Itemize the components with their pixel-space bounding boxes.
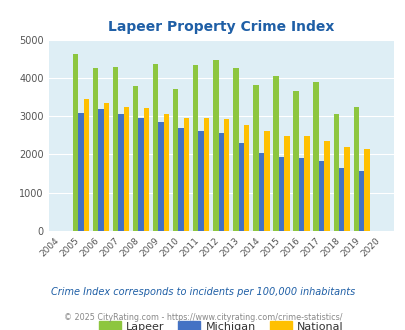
Bar (253, 85, 258, 231)
Bar (213, 60, 218, 231)
Bar (153, 64, 158, 231)
Bar (143, 108, 149, 231)
Text: Crime Index corresponds to incidents per 100,000 inhabitants: Crime Index corresponds to incidents per… (51, 287, 354, 297)
Bar (303, 136, 309, 231)
Bar (324, 141, 329, 231)
Bar (138, 118, 143, 231)
Bar (343, 147, 349, 231)
Bar (158, 122, 163, 231)
Bar (243, 125, 249, 231)
Bar (103, 103, 109, 231)
Legend: Lapeer, Michigan, National: Lapeer, Michigan, National (94, 317, 347, 330)
Text: © 2025 CityRating.com - https://www.cityrating.com/crime-statistics/: © 2025 CityRating.com - https://www.city… (64, 313, 341, 322)
Bar (353, 107, 358, 231)
Bar (118, 114, 124, 231)
Bar (72, 54, 78, 231)
Bar (132, 86, 138, 231)
Bar (178, 128, 183, 231)
Bar (258, 152, 264, 231)
Title: Lapeer Property Crime Index: Lapeer Property Crime Index (108, 20, 334, 34)
Bar (318, 161, 324, 231)
Bar (333, 114, 338, 231)
Bar (183, 118, 189, 231)
Bar (218, 133, 224, 231)
Bar (163, 114, 169, 231)
Bar (313, 82, 318, 231)
Bar (224, 119, 229, 231)
Bar (238, 143, 243, 231)
Bar (193, 65, 198, 231)
Bar (124, 107, 129, 231)
Bar (232, 68, 238, 231)
Bar (298, 157, 303, 231)
Bar (83, 99, 89, 231)
Bar (358, 171, 364, 231)
Bar (203, 118, 209, 231)
Bar (264, 131, 269, 231)
Bar (98, 109, 103, 231)
Bar (198, 131, 203, 231)
Bar (278, 157, 284, 231)
Bar (173, 89, 178, 231)
Bar (284, 136, 289, 231)
Bar (293, 91, 298, 231)
Bar (273, 76, 278, 231)
Bar (364, 149, 369, 231)
Bar (78, 113, 83, 231)
Bar (92, 68, 98, 231)
Bar (338, 168, 343, 231)
Bar (113, 67, 118, 231)
